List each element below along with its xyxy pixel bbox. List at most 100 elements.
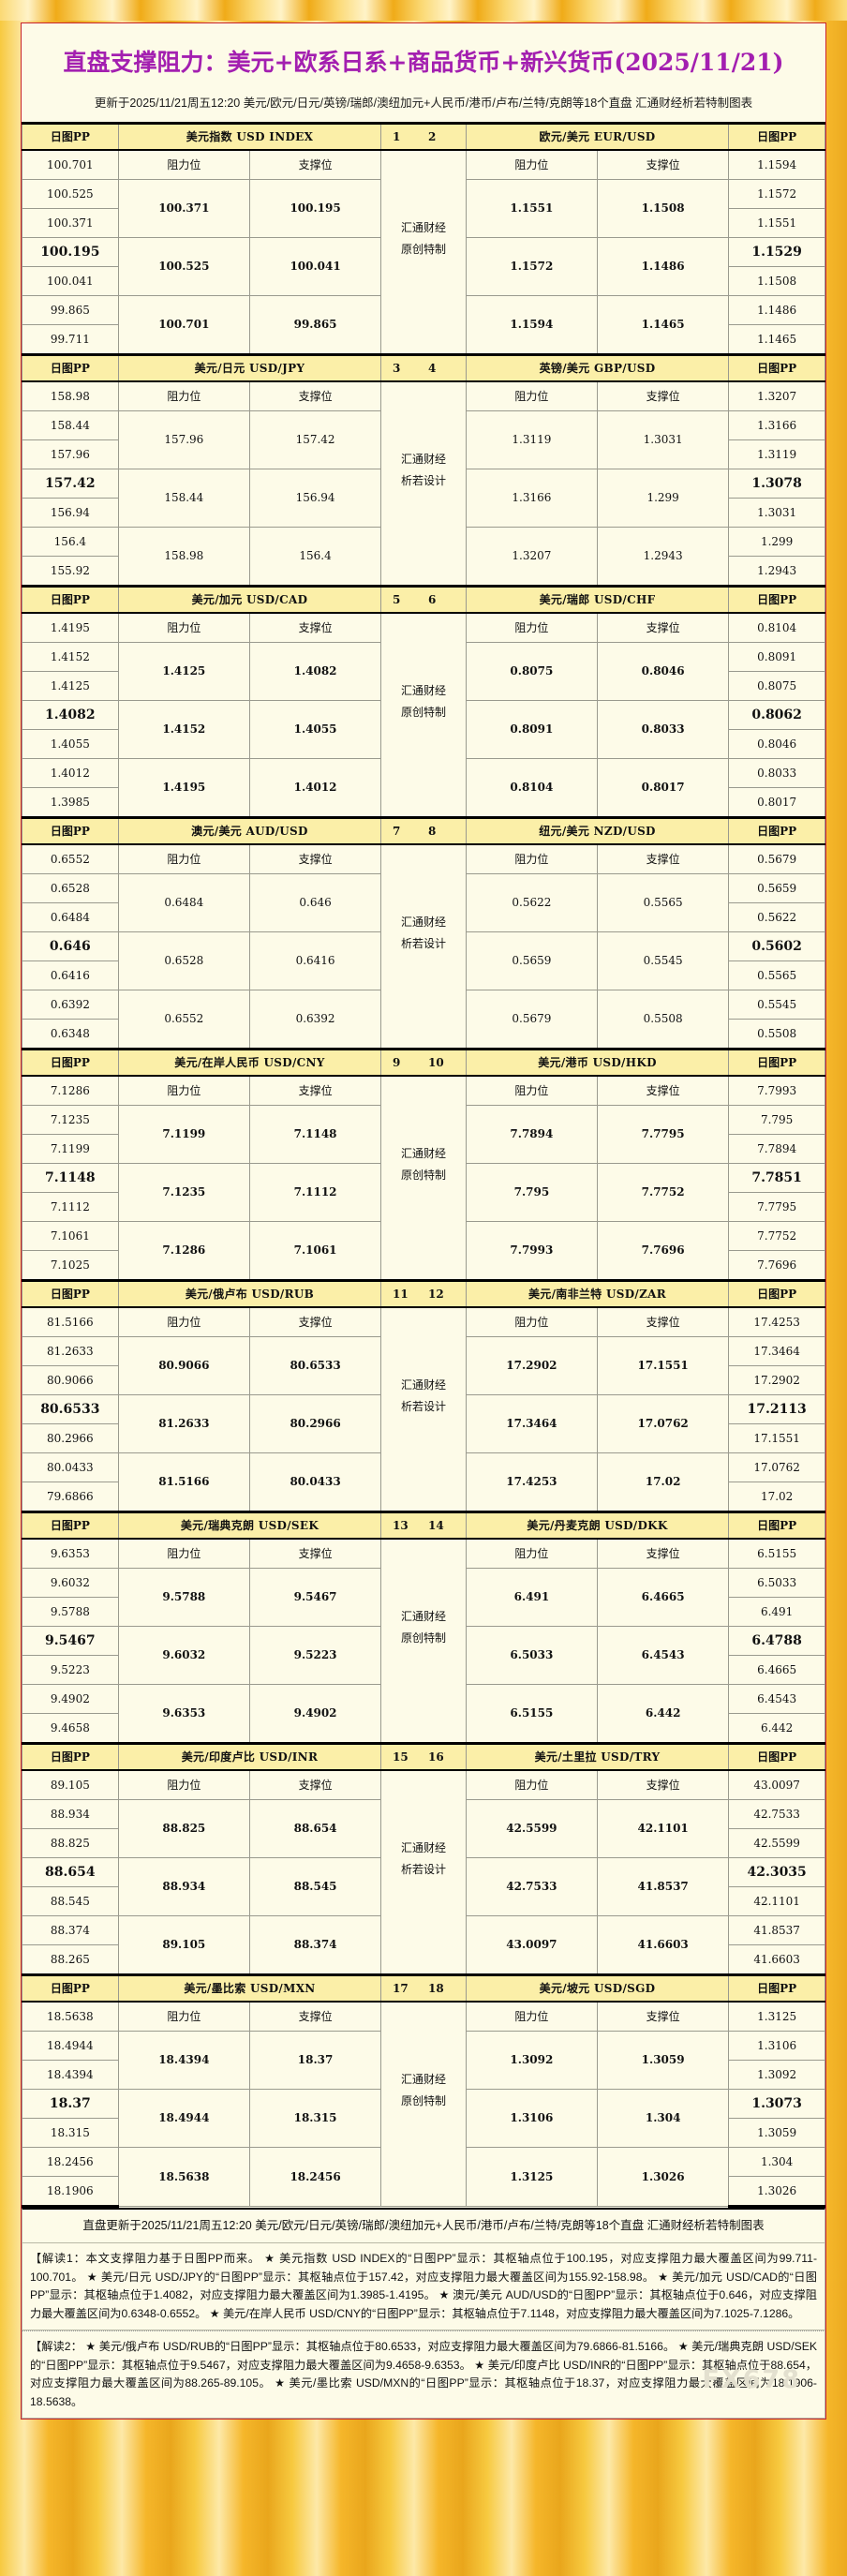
right-resistance-value: 7.795: [465, 1162, 599, 1222]
center-watermark: 汇通财经 原创特制: [380, 1075, 467, 1281]
pivot-level-value: 0.8017: [728, 786, 825, 819]
block-subheader-row: 18.5638 阻力位 支撑位 汇通财经 原创特制 阻力位 支撑位 1.3125: [22, 2001, 825, 2207]
pivot-level-value: 1.4152: [22, 641, 119, 672]
left-resistance-value: 1.4152: [117, 699, 250, 759]
pivot-level-value: 88.825: [22, 1827, 119, 1858]
pair-title-left: 美元/俄卢布 USD/RUB: [117, 1278, 382, 1308]
footer-note-2: 【解读2： ★ 美元/俄卢布 USD/RUB的“日图PP”显示：其枢轴点位于80…: [22, 2330, 825, 2420]
left-resistance-value: 157.96: [117, 409, 250, 469]
table-row: 100.525 100.371 100.195 1.1551 1.1508 1.1572: [22, 178, 825, 238]
pivot-level-value: 79.6866: [22, 1481, 119, 1513]
support-header-right: 支撑位: [597, 1075, 730, 1106]
left-resistance-value: 81.2633: [117, 1393, 250, 1453]
right-resistance-value: 0.5679: [465, 989, 599, 1050]
resistance-header-left: 阻力位: [117, 380, 250, 411]
table-row: 18.37 18.4944 18.315 1.3106 1.304 1.3073: [22, 2088, 825, 2148]
block-header-row: 日图PP 美元/印度卢比 USD/INR 15 16 美元/土里拉 USD/TRY 日图P…: [22, 1741, 825, 1771]
watermark-line-2: 原创特制: [400, 1630, 446, 1645]
left-support-value: 99.865: [248, 294, 382, 355]
left-support-value: 1.4012: [248, 757, 382, 818]
table-row: 7.1148 7.1235 7.1112 7.795 7.7752 7.7851: [22, 1162, 825, 1222]
pivot-level-value: 7.7894: [728, 1133, 825, 1164]
pivot-level-value: 1.304: [728, 2146, 825, 2177]
pivot-level-value: 7.1025: [22, 1249, 119, 1282]
block-index: 9 10: [380, 1047, 467, 1077]
right-resistance-value: 1.1572: [465, 236, 599, 296]
pair-title-right: 美元/土里拉 USD/TRY: [465, 1741, 730, 1771]
pivot-level-value: 42.7533: [728, 1798, 825, 1829]
pivot-level-value: 9.5223: [22, 1654, 119, 1685]
pair-title-right: 纽元/美元 NZD/USD: [465, 815, 730, 845]
pivot-level-value: 0.6552: [22, 843, 119, 874]
pivot-level-value: 1.1551: [728, 207, 825, 238]
resistance-header-left: 阻力位: [117, 1769, 250, 1800]
pivot-level-value: 1.4082: [22, 699, 119, 730]
pp-header-right: 日图PP: [728, 584, 825, 614]
left-support-value: 1.4082: [248, 641, 382, 701]
right-resistance-value: 42.7533: [465, 1856, 599, 1916]
table-row: 88.374 89.105 88.374 43.0097 41.6603 41.8537: [22, 1914, 825, 1975]
pivot-level-value: 89.105: [22, 1769, 119, 1800]
pivot-level-value: 100.195: [22, 236, 119, 267]
resistance-header-right: 阻力位: [465, 1538, 599, 1569]
pivot-level-value: 18.4394: [22, 2059, 119, 2090]
pivot-level-value: 88.934: [22, 1798, 119, 1829]
left-support-value: 1.4055: [248, 699, 382, 759]
table-row: 81.2633 80.9066 80.6533 17.2902 17.1551 17.34…: [22, 1335, 825, 1395]
footer-note-1: 【解读1：本文支撑阻力基于日图PP而来。 ★ 美元指数 USD INDEX的“日…: [22, 2243, 825, 2331]
right-support-value: 6.4543: [597, 1625, 730, 1685]
left-resistance-value: 89.105: [117, 1914, 250, 1975]
right-resistance-value: 42.5599: [465, 1798, 599, 1858]
table-row: 100.371 1.1551: [22, 207, 825, 238]
table-row: 0.6392 0.6552 0.6392 0.5679 0.5508 0.5545: [22, 989, 825, 1050]
table-row: 88.265 41.6603: [22, 1943, 825, 1976]
left-support-value: 0.6392: [248, 989, 382, 1050]
pivot-level-value: 99.711: [22, 323, 119, 356]
right-resistance-value: 0.5622: [465, 872, 599, 932]
right-support-value: 0.5565: [597, 872, 730, 932]
left-support-value: 9.5223: [248, 1625, 382, 1685]
left-resistance-value: 81.5166: [117, 1452, 250, 1512]
left-resistance-value: 18.4944: [117, 2088, 250, 2148]
pivot-level-value: 158.98: [22, 380, 119, 411]
pivot-level-value: 7.795: [728, 1104, 825, 1135]
left-support-value: 0.646: [248, 872, 382, 932]
center-watermark: 汇通财经 析若设计: [380, 843, 467, 1050]
right-resistance-value: 6.5033: [465, 1625, 599, 1685]
table-body: 日图PP 美元指数 USD INDEX 1 2 欧元/美元 EUR/USD 日图PP 100…: [22, 121, 825, 2208]
right-resistance-value: 7.7894: [465, 1104, 599, 1164]
pivot-level-value: 9.5467: [22, 1625, 119, 1656]
right-support-value: 0.5545: [597, 931, 730, 990]
block-header-row: 日图PP 美元/俄卢布 USD/RUB 11 12 美元/南非兰特 USD/ZAR 日图P…: [22, 1278, 825, 1308]
block-subheader-row: 158.98 阻力位 支撑位 汇通财经 析若设计 阻力位 支撑位 1.3207: [22, 380, 825, 587]
pivot-level-value: 0.8046: [728, 728, 825, 759]
pivot-level-value: 0.8062: [728, 699, 825, 730]
table-row: 79.6866 17.02: [22, 1481, 825, 1513]
pivot-level-value: 155.92: [22, 555, 119, 588]
pivot-level-value: 0.8091: [728, 641, 825, 672]
right-support-value: 0.8017: [597, 757, 730, 818]
right-resistance-value: 1.3166: [465, 468, 599, 528]
pivot-level-value: 1.1594: [728, 149, 825, 180]
block-subheader-row: 100.701 阻力位 支撑位 汇通财经 原创特制 阻力位 支撑位 1.1594: [22, 149, 825, 355]
pivot-level-value: 18.2456: [22, 2146, 119, 2177]
left-support-value: 18.315: [248, 2088, 382, 2148]
resistance-header-right: 阻力位: [465, 612, 599, 643]
watermark-line-1: 汇通财经: [400, 220, 446, 234]
pivot-level-value: 81.2633: [22, 1335, 119, 1366]
left-support-value: 7.1112: [248, 1162, 382, 1222]
pivot-level-value: 0.5622: [728, 901, 825, 932]
pivot-level-value: 7.1061: [22, 1220, 119, 1251]
block-header-row: 日图PP 美元/在岸人民币 USD/CNY 9 10 美元/港币 USD/HKD 日图PP: [22, 1047, 825, 1077]
support-header-left: 支撑位: [248, 1306, 382, 1337]
right-resistance-value: 1.3125: [465, 2146, 599, 2207]
pair-title-right: 英镑/美元 GBP/USD: [465, 352, 730, 382]
pivot-level-value: 100.041: [22, 265, 119, 296]
support-header-right: 支撑位: [597, 149, 730, 180]
table-row: 157.96 1.3119: [22, 439, 825, 469]
support-header-left: 支撑位: [248, 843, 382, 874]
block-subheader-row: 1.4195 阻力位 支撑位 汇通财经 原创特制 阻力位 支撑位 0.8104: [22, 612, 825, 818]
pp-header-left: 日图PP: [22, 1047, 119, 1077]
right-support-value: 7.7752: [597, 1162, 730, 1222]
